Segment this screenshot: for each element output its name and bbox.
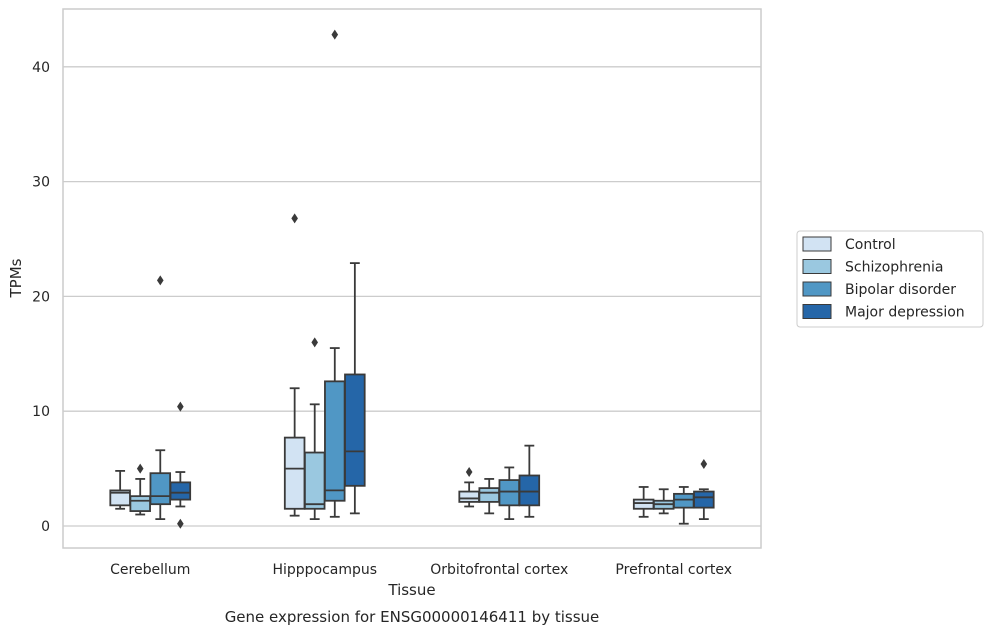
legend: Control Schizophrenia Bipolar disorder Majo…: [796, 230, 984, 328]
legend-swatch: [802, 281, 832, 297]
outlier-point: [291, 213, 298, 224]
plot-area-frame: [62, 8, 762, 549]
boxes: [109, 29, 715, 529]
box-1-3: [344, 262, 366, 515]
outlier-point: [465, 467, 473, 478]
box-body: [458, 490, 480, 503]
outlier-point: [177, 518, 184, 529]
box-body: [518, 474, 541, 507]
chart-caption: Gene expression for ENSG00000146411 by t…: [225, 608, 600, 626]
x-tick-label: Prefrontal cortex: [615, 562, 732, 578]
outlier-point: [177, 401, 184, 412]
legend-swatch: [802, 304, 832, 319]
x-tick-label: Hipppocampus: [272, 562, 377, 578]
legend-label: Schizophrenia: [845, 260, 943, 276]
box-1-0: [283, 213, 306, 517]
y-axis-label: TPMs: [7, 258, 25, 298]
legend-label: Major depression: [845, 305, 965, 321]
x-axis-label: Tissue: [387, 581, 435, 599]
y-tick-label: 0: [41, 519, 50, 535]
box-2-3: [518, 444, 541, 518]
box-3-3: [693, 459, 715, 521]
box-3-2: [673, 486, 695, 525]
x-tick-label: Cerebellum: [110, 562, 190, 578]
y-tick-label: 30: [32, 175, 50, 191]
outlier-point: [156, 275, 164, 286]
box-2-0: [458, 467, 480, 508]
y-tick-label: 20: [32, 289, 50, 305]
legend-swatch: [802, 259, 832, 274]
box-body: [303, 451, 326, 510]
legend-label: Control: [845, 237, 896, 253]
legend-label: Bipolar disorder: [845, 282, 956, 298]
y-tick-label: 40: [32, 60, 50, 76]
legend-frame: [796, 230, 984, 328]
y-tick-labels: 0 10 20 30 40: [32, 60, 50, 535]
box-0-0: [109, 469, 131, 510]
y-tick-label: 10: [32, 404, 50, 420]
legend-swatch: [802, 236, 832, 252]
box-body: [129, 495, 151, 512]
outlier-point: [700, 459, 708, 470]
box-body: [344, 373, 366, 487]
box-0-1: [129, 463, 151, 516]
box-body: [324, 380, 346, 502]
box-body: [673, 492, 695, 509]
box-body: [693, 490, 715, 509]
box-0-2: [149, 275, 172, 521]
x-tick-labels: Cerebellum Hipppocampus Orbitofrontal cort…: [110, 562, 732, 578]
box-body: [149, 472, 172, 506]
outlier-point: [136, 463, 144, 474]
x-tick-label: Orbitofrontal cortex: [430, 562, 568, 578]
box-0-3: [169, 401, 192, 529]
box-body: [498, 479, 521, 507]
box-body: [632, 498, 655, 510]
outlier-point: [331, 29, 339, 40]
box-body: [169, 481, 192, 501]
box-body: [283, 436, 306, 510]
box-body: [478, 487, 500, 503]
outlier-point: [311, 337, 319, 348]
